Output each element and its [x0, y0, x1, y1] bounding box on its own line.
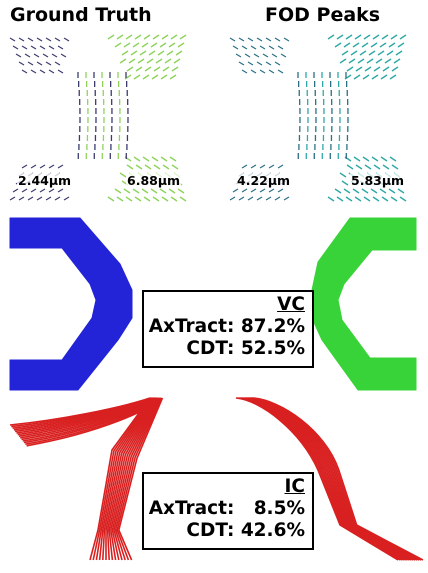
- gt-left-diameter-label: 2.44µm: [17, 173, 73, 188]
- ic-cdt-value: 42.6%: [240, 520, 305, 541]
- vc-right-bundle: [311, 217, 417, 391]
- vc-cdt-label: CDT:: [186, 338, 235, 359]
- vc-left-bundle: [9, 217, 133, 391]
- ic-score-box: IC AxTract: 8.5% CDT: 42.6%: [142, 472, 314, 550]
- ic-cdt-label: CDT:: [186, 520, 235, 541]
- vc-cdt-value: 52.5%: [240, 338, 305, 359]
- ic-axtract-value: 8.5%: [253, 498, 305, 519]
- ground-truth-title: Ground Truth: [10, 4, 152, 26]
- vc-score-box: VC AxTract: 87.2% CDT: 52.5%: [142, 290, 314, 368]
- ic-left-fibres: [9, 397, 164, 561]
- ic-right-fibres: [235, 397, 424, 561]
- fod-right-diameter-label: 5.83µm: [350, 173, 406, 188]
- fod-left-diameter-label: 4.22µm: [236, 173, 292, 188]
- vc-heading: VC: [277, 294, 305, 315]
- vc-axtract-label: AxTract:: [148, 316, 235, 337]
- ic-axtract-label: AxTract:: [148, 498, 235, 519]
- gt-right-diameter-label: 6.88µm: [126, 173, 182, 188]
- ic-heading: IC: [284, 476, 305, 497]
- vc-axtract-value: 87.2%: [240, 316, 305, 337]
- fod-peaks-title: FOD Peaks: [265, 4, 381, 26]
